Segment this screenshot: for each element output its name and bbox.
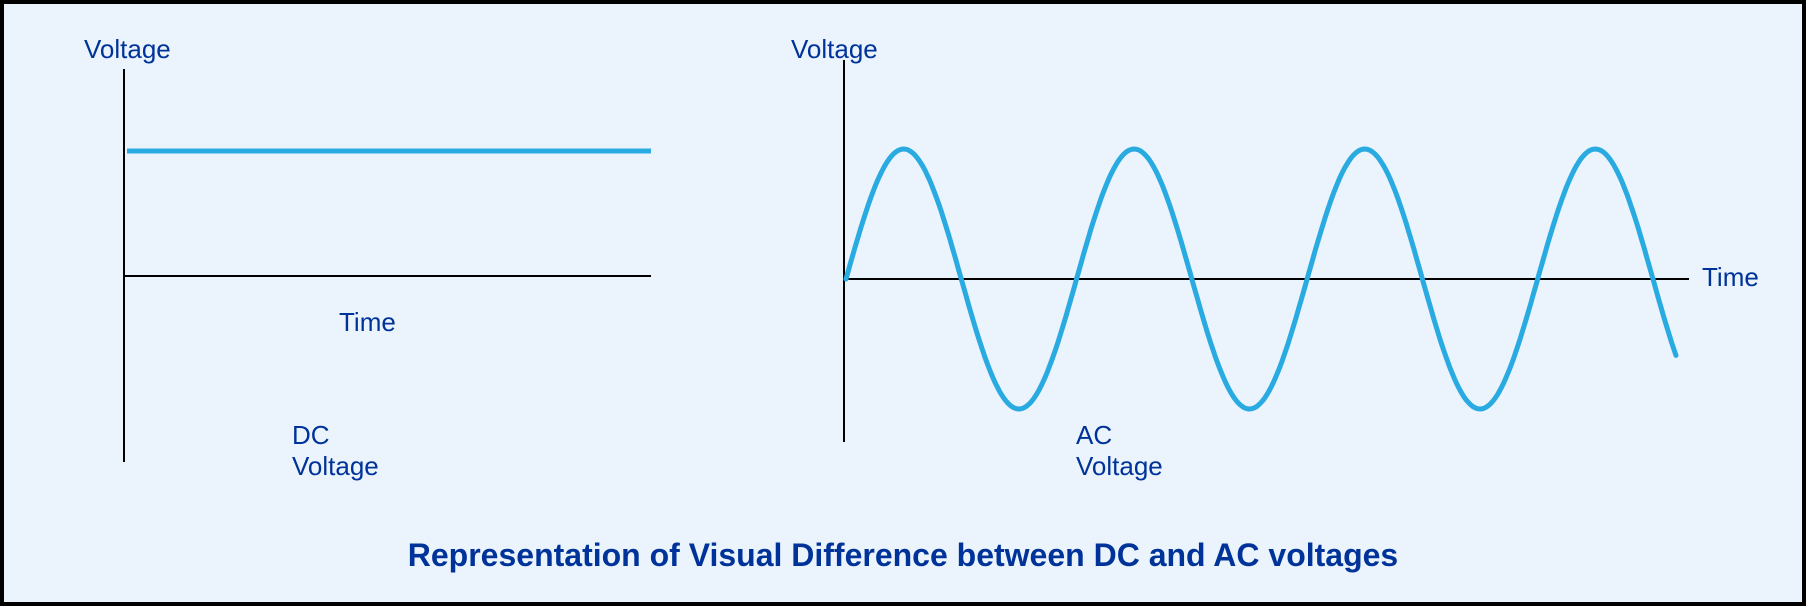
ac-chart-svg bbox=[4, 4, 1806, 610]
ac-x-axis-label: Time bbox=[1702, 262, 1759, 293]
ac-chart-title: AC Voltage bbox=[1076, 420, 1163, 482]
diagram-container: Voltage Time DC Voltage Voltage Time AC … bbox=[0, 0, 1806, 606]
ac-y-axis-label: Voltage bbox=[791, 34, 878, 65]
main-caption: Representation of Visual Difference betw… bbox=[4, 537, 1802, 574]
